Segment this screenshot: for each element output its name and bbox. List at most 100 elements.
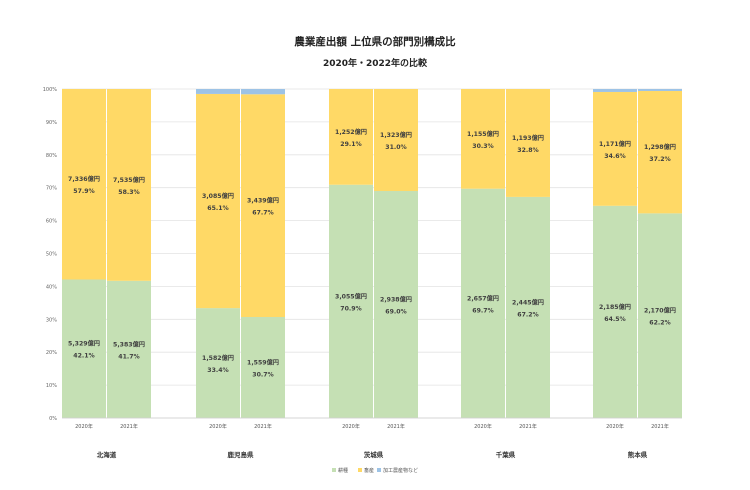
group-label: 茨城県	[364, 450, 384, 459]
y-tick-label: 0%	[49, 416, 57, 422]
data-label-amount: 2,938億円	[380, 295, 412, 303]
y-tick-label: 20%	[46, 350, 57, 356]
data-label-amount: 1,559億円	[247, 358, 279, 366]
x-tick-label: 2021年	[519, 423, 537, 430]
bar-segment	[593, 89, 637, 92]
bar-segment	[196, 308, 240, 418]
y-tick-label: 80%	[46, 153, 57, 159]
legend-swatch	[377, 468, 381, 472]
y-tick-label: 100%	[43, 87, 58, 93]
data-label-amount: 1,323億円	[380, 131, 412, 139]
bar-segment	[374, 190, 418, 418]
y-tick-label: 90%	[46, 120, 57, 126]
y-tick-label: 30%	[46, 317, 57, 323]
x-tick-label: 2020年	[209, 423, 227, 430]
data-label-percent: 58.3%	[118, 189, 139, 196]
y-tick-label: 60%	[46, 219, 57, 225]
bar-segment	[461, 89, 505, 189]
data-label-amount: 5,383億円	[113, 340, 145, 348]
data-label-amount: 1,155億円	[467, 130, 499, 138]
chart-title: 農業産出額 上位県の部門別構成比	[294, 35, 456, 48]
x-tick-label: 2020年	[606, 423, 624, 430]
bar-segment	[107, 280, 151, 418]
bar-segment	[107, 89, 151, 281]
legend-label: 畜産	[364, 467, 374, 474]
bar-segment	[593, 91, 637, 206]
y-tick-label: 70%	[46, 186, 57, 192]
bar-segment	[241, 89, 285, 95]
x-tick-label: 2020年	[474, 423, 492, 430]
data-label-percent: 57.9%	[73, 188, 94, 195]
group-label: 熊本県	[628, 450, 648, 459]
data-label-amount: 1,298億円	[644, 143, 676, 151]
data-label-percent: 64.5%	[604, 316, 625, 323]
x-tick-label: 2020年	[75, 423, 93, 430]
bar-segment	[461, 188, 505, 418]
bar-segment	[506, 196, 550, 418]
bar-segment	[241, 94, 285, 317]
x-tick-label: 2021年	[254, 423, 272, 430]
group-label: 鹿児島県	[228, 450, 255, 459]
x-tick-label: 2021年	[120, 423, 138, 430]
data-label-percent: 69.7%	[472, 307, 493, 314]
bar-segment	[638, 89, 682, 91]
x-tick-label: 2021年	[387, 423, 405, 430]
data-label-amount: 7,535億円	[113, 176, 145, 184]
bar-segment	[506, 89, 550, 197]
data-label-percent: 65.1%	[207, 205, 228, 212]
data-label-percent: 70.9%	[340, 305, 361, 312]
bar-segment	[329, 184, 373, 418]
data-label-percent: 34.6%	[604, 153, 625, 160]
data-label-amount: 1,252億円	[335, 128, 367, 136]
data-label-percent: 62.2%	[649, 320, 670, 327]
group-label: 千葉県	[496, 450, 516, 459]
data-label-percent: 42.1%	[73, 353, 94, 360]
bar-segment	[638, 213, 682, 418]
legend-label: 耕種	[338, 467, 348, 474]
data-label-percent: 69.0%	[385, 308, 406, 315]
legend: 耕種 畜産 加工農産物など	[332, 467, 418, 474]
legend-swatch	[358, 468, 362, 472]
bar-segment	[374, 89, 418, 191]
axes: 0% 10% 20% 30% 40% 50% 60% 70% 80% 90% 100% 2020年 20…	[43, 87, 682, 459]
data-label-percent: 30.7%	[252, 371, 273, 378]
bar-segment	[329, 89, 373, 185]
bars	[62, 89, 682, 418]
bar-segment	[62, 279, 106, 418]
data-label-percent: 67.7%	[252, 210, 273, 217]
y-tick-label: 10%	[46, 383, 57, 389]
data-label-percent: 31.0%	[385, 144, 406, 151]
data-label-percent: 67.2%	[517, 311, 538, 318]
data-label-amount: 1,582億円	[202, 354, 234, 362]
data-label-percent: 29.1%	[340, 141, 361, 148]
data-label-amount: 3,085億円	[202, 192, 234, 200]
data-label-percent: 41.7%	[118, 353, 139, 360]
data-labels: 5,329億円 42.1% 7,336億円 57.9% 5,383億円 41.7% 7,53…	[68, 128, 676, 379]
data-label-percent: 37.2%	[649, 156, 670, 163]
data-label-percent: 32.8%	[517, 147, 538, 154]
y-tick-label: 40%	[46, 284, 57, 290]
x-tick-label: 2021年	[651, 423, 669, 430]
y-tick-label: 50%	[46, 252, 57, 258]
data-label-amount: 7,336億円	[68, 175, 100, 183]
data-label-amount: 1,171億円	[599, 140, 631, 148]
legend-swatch	[332, 468, 336, 472]
x-tick-label: 2020年	[342, 423, 360, 430]
bar-segment	[196, 93, 240, 309]
data-label-amount: 2,185億円	[599, 303, 631, 311]
data-label-amount: 2,170億円	[644, 307, 676, 315]
data-label-amount: 2,445億円	[512, 298, 544, 306]
chart-subtitle: 2020年・2022年の比較	[323, 57, 428, 69]
data-label-amount: 1,193億円	[512, 134, 544, 142]
data-label-amount: 3,439億円	[247, 197, 279, 205]
bar-segment	[196, 89, 240, 94]
bar-segment	[241, 316, 285, 418]
data-label-amount: 2,657億円	[467, 294, 499, 302]
bar-segment	[638, 90, 682, 214]
legend-label: 加工農産物など	[383, 467, 418, 474]
data-label-amount: 5,329億円	[68, 340, 100, 348]
data-label-amount: 3,055億円	[335, 292, 367, 300]
bar-segment	[593, 205, 637, 418]
data-label-percent: 33.4%	[207, 367, 228, 374]
bar-segment	[62, 89, 106, 280]
